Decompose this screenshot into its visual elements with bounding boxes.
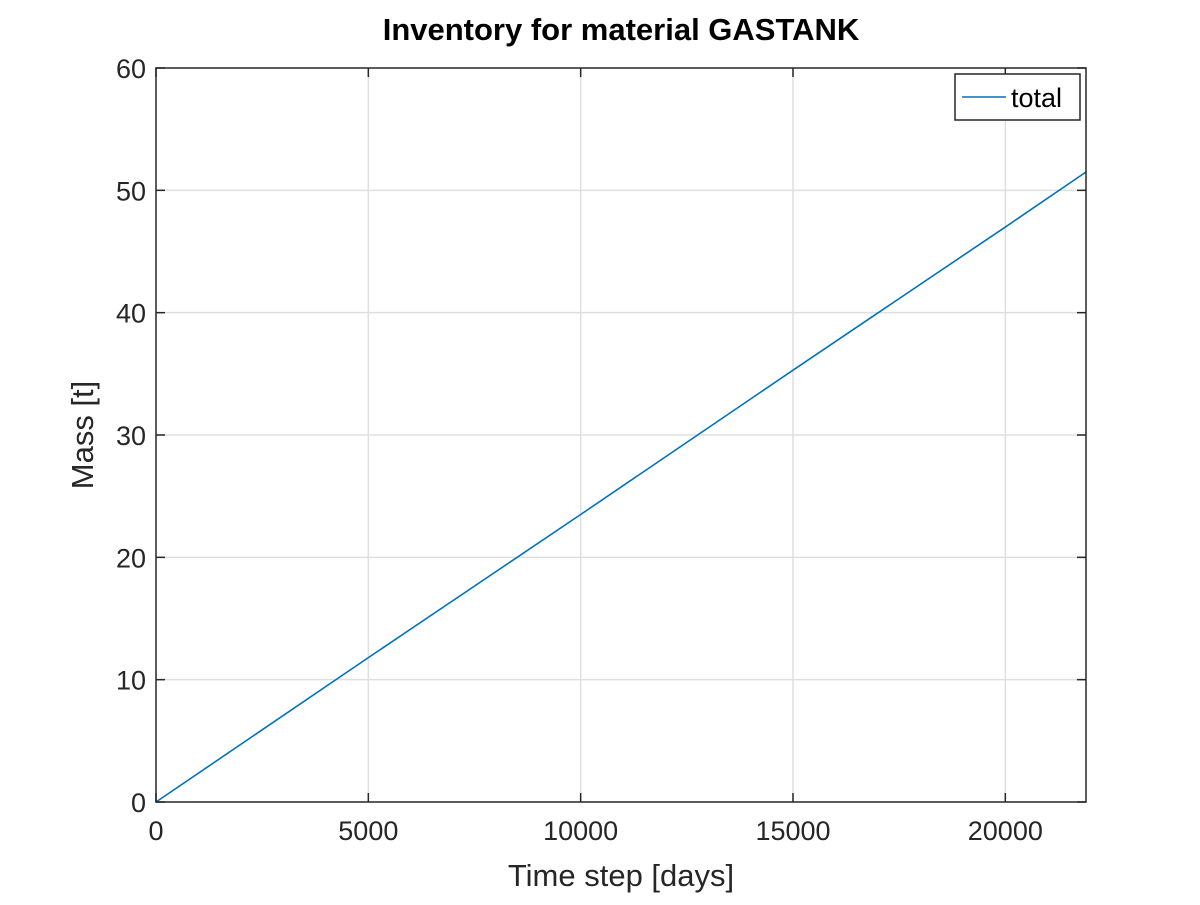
legend-label-total: total [1011,83,1062,113]
y-tick-label: 30 [116,421,146,451]
series-layer [155,171,1087,803]
grid [156,68,1086,802]
tick-labels: 0 5000 10000 15000 20000 0 10 20 30 40 50 60 [116,54,1043,846]
x-tick-label: 0 [148,816,163,846]
x-tick-label: 5000 [338,816,398,846]
x-axis-label: Time step [days] [508,858,734,893]
y-tick-label: 50 [116,176,146,206]
y-axis-label: Mass [t] [65,381,100,490]
x-tick-label: 10000 [543,816,618,846]
y-tick-label: 10 [116,666,146,696]
y-tick-label: 40 [116,299,146,329]
x-tick-label: 15000 [755,816,830,846]
y-tick-label: 60 [116,54,146,84]
x-tick-label: 20000 [968,816,1043,846]
legend: total [954,73,1081,121]
chart-title: Inventory for material GASTANK [383,12,860,47]
y-tick-label: 20 [116,543,146,573]
y-tick-label: 0 [131,788,146,818]
ticks [155,67,1086,803]
series-line-total [155,171,1087,803]
